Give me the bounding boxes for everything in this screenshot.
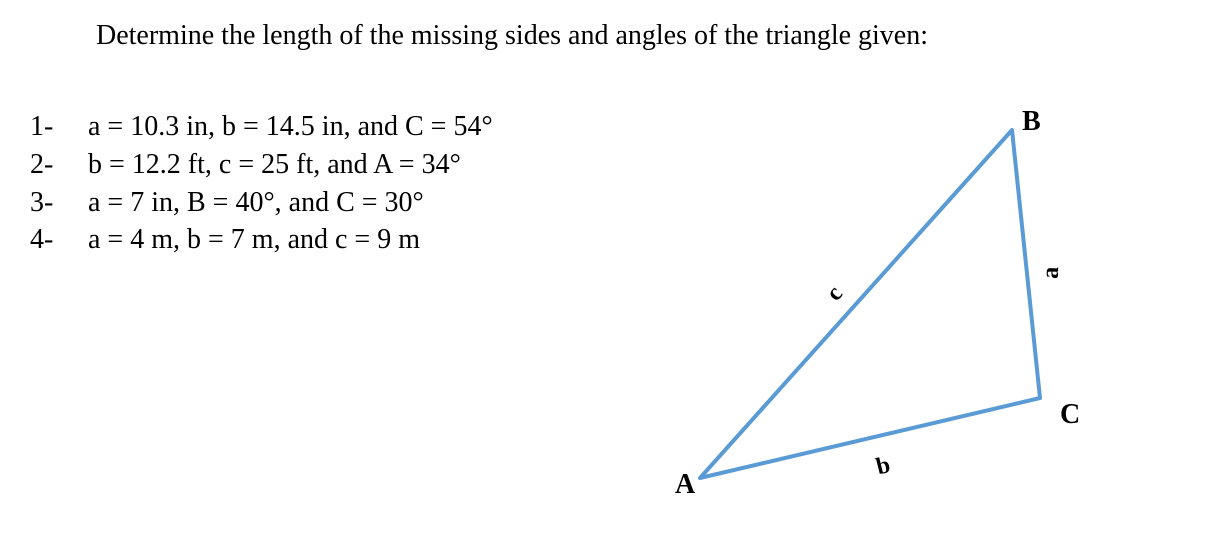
- page-container: { "prompt": "Determine the length of the…: [0, 0, 1206, 554]
- question-prompt: Determine the length of the missing side…: [96, 20, 928, 52]
- problem-number: 1-: [30, 108, 88, 146]
- problem-text: a = 10.3 in, b = 14.5 in, and C = 54°: [88, 108, 493, 146]
- problem-item: 1- a = 10.3 in, b = 14.5 in, and C = 54°: [30, 108, 493, 146]
- side-label-a: a: [1038, 266, 1064, 279]
- triangle-diagram: A B Ca b c: [640, 108, 1160, 528]
- vertex-label-B: B: [1022, 108, 1041, 137]
- side-label-b: b: [874, 452, 893, 480]
- problem-text: a = 7 in, B = 40°, and C = 30°: [88, 184, 424, 222]
- problem-number: 3-: [30, 184, 88, 222]
- vertex-label-C: C: [1060, 399, 1080, 430]
- problem-number: 2-: [30, 146, 88, 184]
- triangle-shape: [700, 130, 1040, 478]
- problem-item: 3- a = 7 in, B = 40°, and C = 30°: [30, 184, 493, 222]
- problem-text: a = 4 m, b = 7 m, and c = 9 m: [88, 221, 420, 259]
- problem-text: b = 12.2 ft, c = 25 ft, and A = 34°: [88, 146, 461, 184]
- problem-item: 4- a = 4 m, b = 7 m, and c = 9 m: [30, 221, 493, 259]
- vertex-label-A: A: [675, 469, 696, 500]
- problem-list: 1- a = 10.3 in, b = 14.5 in, and C = 54°…: [30, 108, 493, 259]
- side-label-c: c: [821, 281, 848, 306]
- problem-item: 2- b = 12.2 ft, c = 25 ft, and A = 34°: [30, 146, 493, 184]
- problem-number: 4-: [30, 221, 88, 259]
